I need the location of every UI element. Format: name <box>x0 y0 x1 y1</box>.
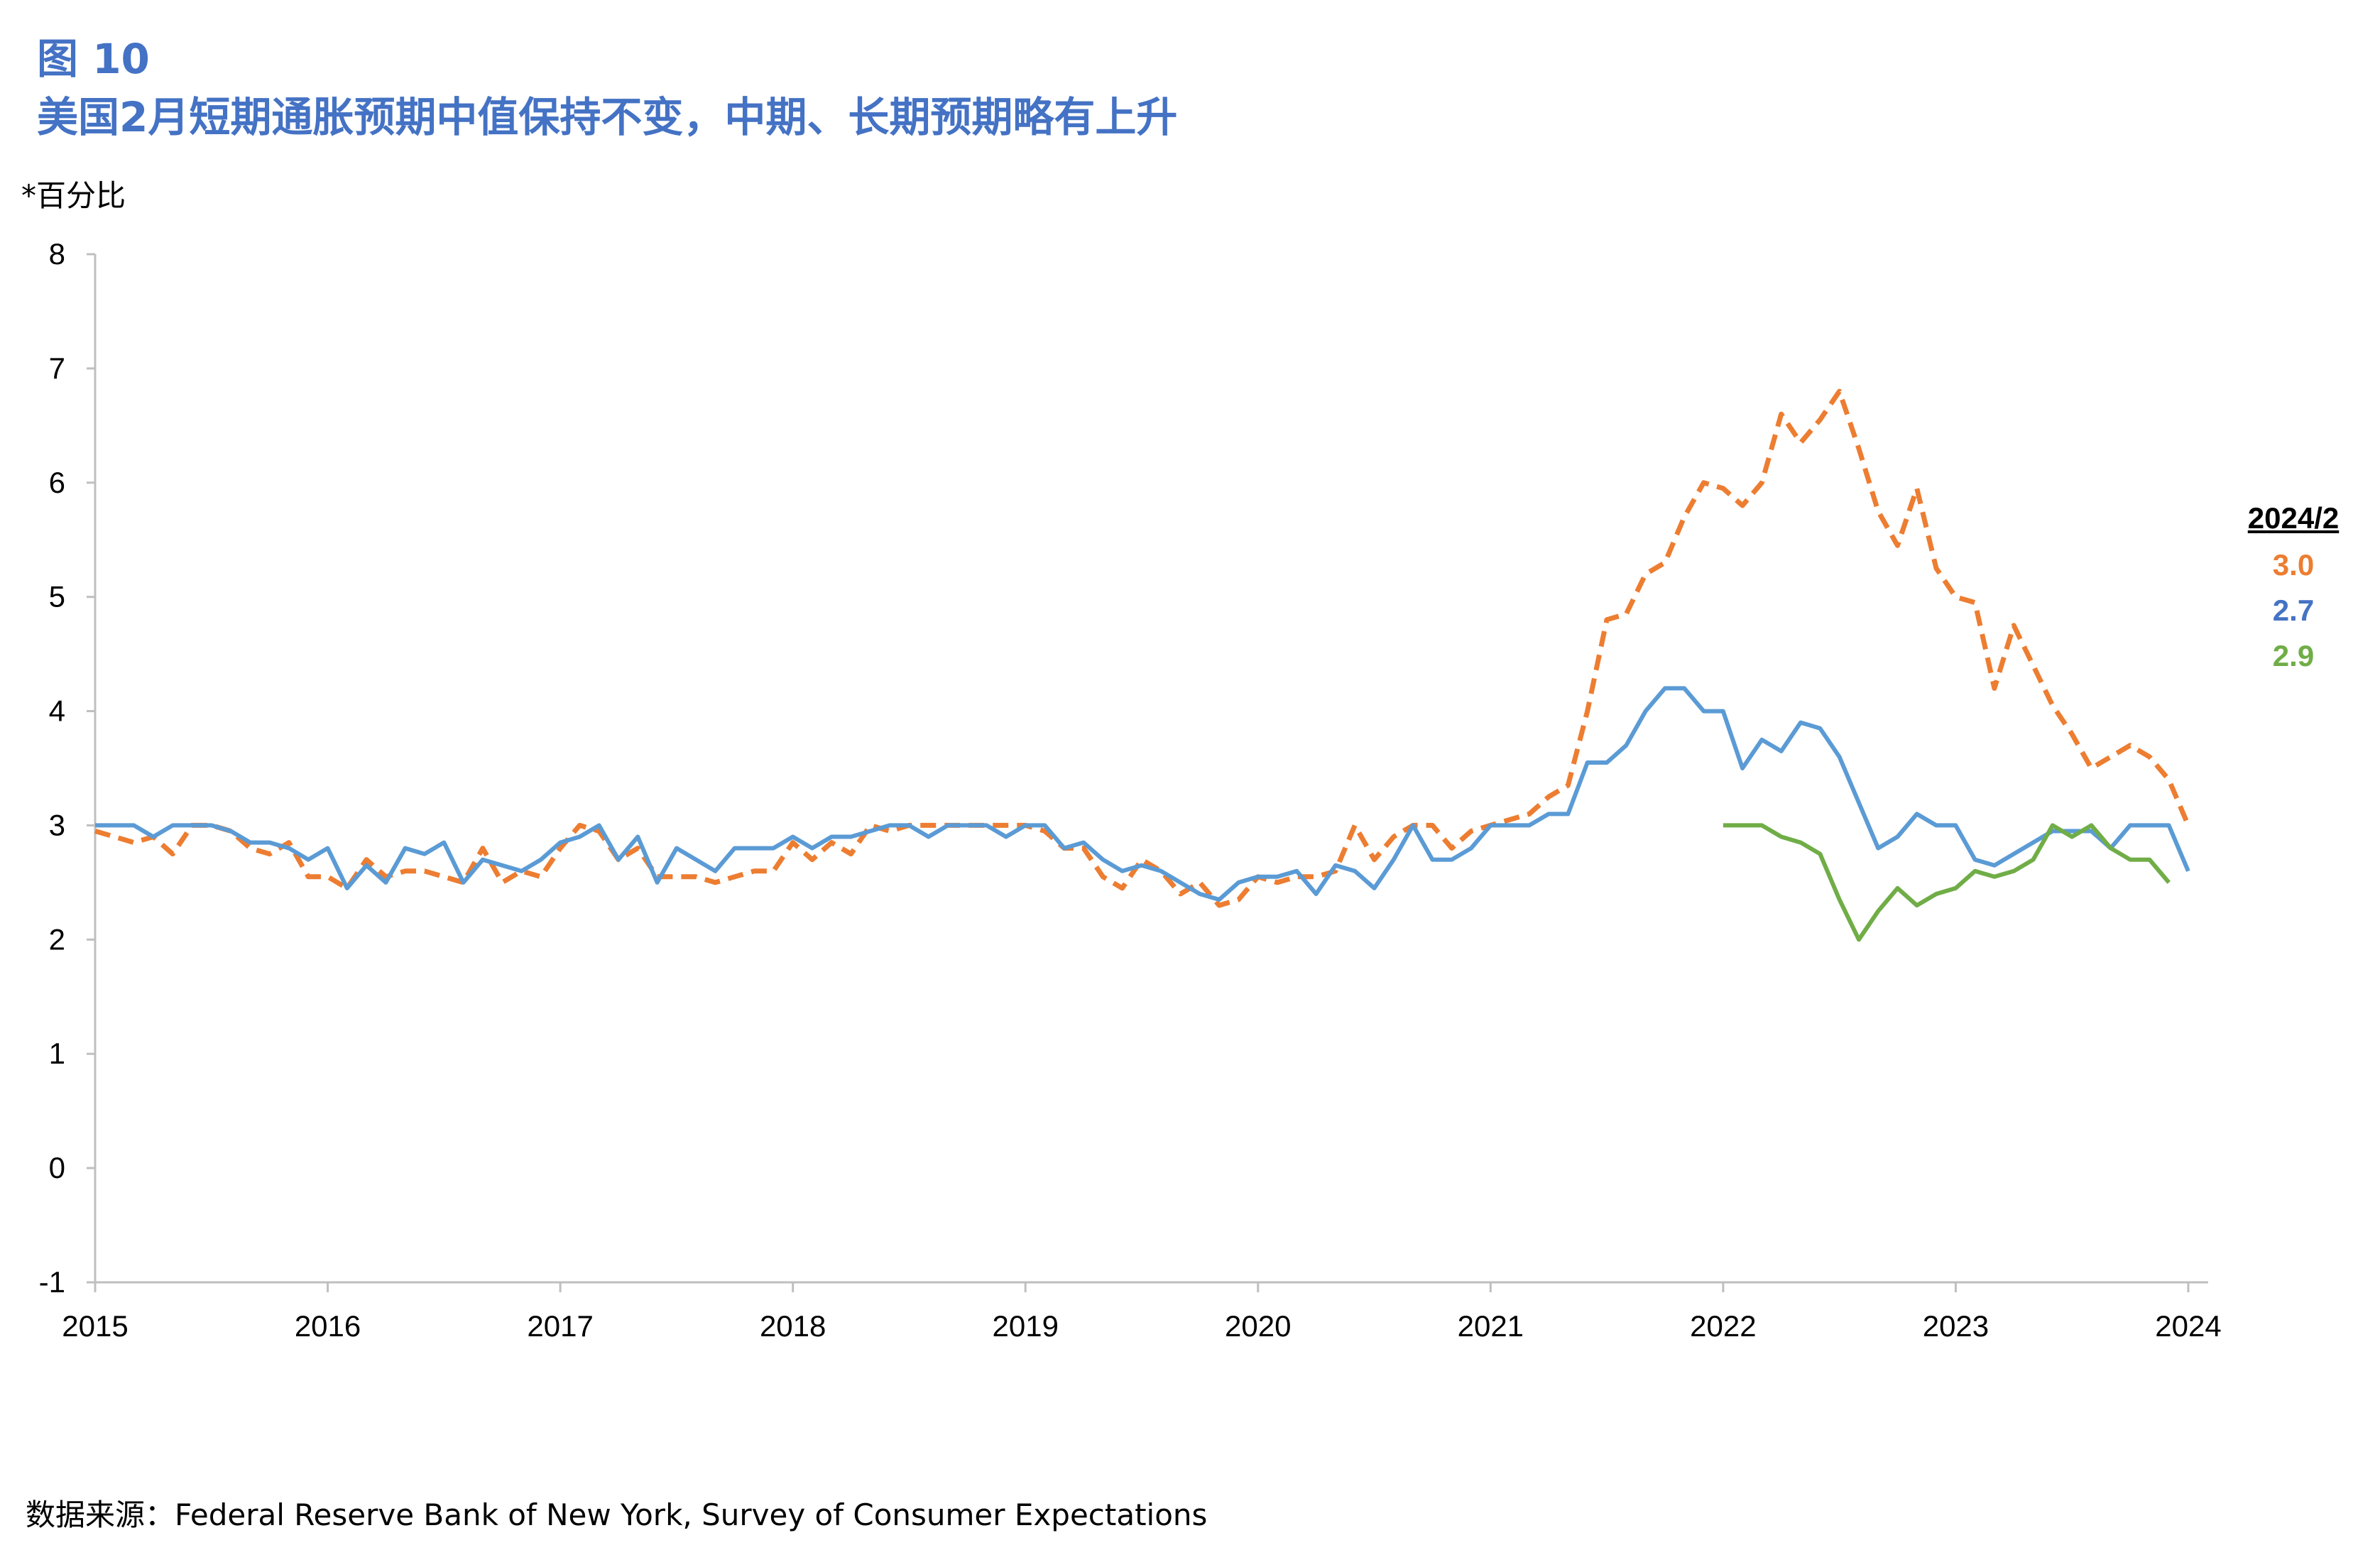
series-line-0 <box>94 388 2191 908</box>
y-tick-label: 3 <box>49 808 65 841</box>
series-line-2 <box>1723 823 2171 942</box>
chart-series-lines <box>94 388 2191 942</box>
x-tick-label: 2018 <box>760 1309 826 1343</box>
chart-axes <box>87 253 2208 1292</box>
latest-values-header: 2024/2 <box>2247 501 2340 535</box>
latest-values-list: 3.0 2.7 2.9 <box>2237 548 2350 673</box>
y-tick-label: 6 <box>49 466 65 499</box>
x-tick-label: 2020 <box>1225 1309 1291 1343</box>
y-tick-label: 1 <box>49 1037 65 1070</box>
series-line-1 <box>95 686 2190 902</box>
x-tick-label: 2015 <box>62 1309 128 1343</box>
x-tick-label: 2023 <box>1923 1309 1989 1343</box>
latest-value-1: 2.7 <box>2272 594 2315 627</box>
x-tick-label: 2016 <box>295 1309 361 1343</box>
x-tick-label: 2024 <box>2155 1309 2221 1343</box>
data-source: 数据来源：Federal Reserve Bank of New York, S… <box>26 1497 1208 1532</box>
y-tick-label: 2 <box>49 922 65 956</box>
line-chart: -1 0 1 2 3 4 5 6 7 8 2015 2016 2017 2018 2019 2020 2021 2… <box>39 237 2222 1343</box>
y-tick-label: 4 <box>49 694 65 728</box>
y-tick-label: 7 <box>49 351 65 385</box>
x-tick-label: 2022 <box>1690 1309 1756 1343</box>
latest-values-box: 2024/2 3.0 2.7 2.9 <box>2237 501 2350 684</box>
latest-value-2: 2.9 <box>2272 639 2315 672</box>
chart-tick-labels: -1 0 1 2 3 4 5 6 7 8 2015 2016 2017 2018 2019 2020 2021 2… <box>39 237 2222 1343</box>
latest-value-0: 3.0 <box>2272 548 2315 582</box>
x-tick-label: 2017 <box>527 1309 593 1343</box>
y-tick-label: -1 <box>39 1265 65 1299</box>
y-axis-unit: *百分比 <box>21 178 126 213</box>
y-tick-label: 8 <box>49 237 65 271</box>
y-tick-label: 0 <box>49 1151 65 1184</box>
y-tick-label: 5 <box>49 580 65 613</box>
figure-number: 图 10 <box>37 35 150 83</box>
x-tick-label: 2019 <box>993 1309 1059 1343</box>
chart-title: 美国2月短期通胀预期中值保持不变，中期、长期预期略有上升 <box>37 93 1178 141</box>
x-tick-label: 2021 <box>1458 1309 1524 1343</box>
